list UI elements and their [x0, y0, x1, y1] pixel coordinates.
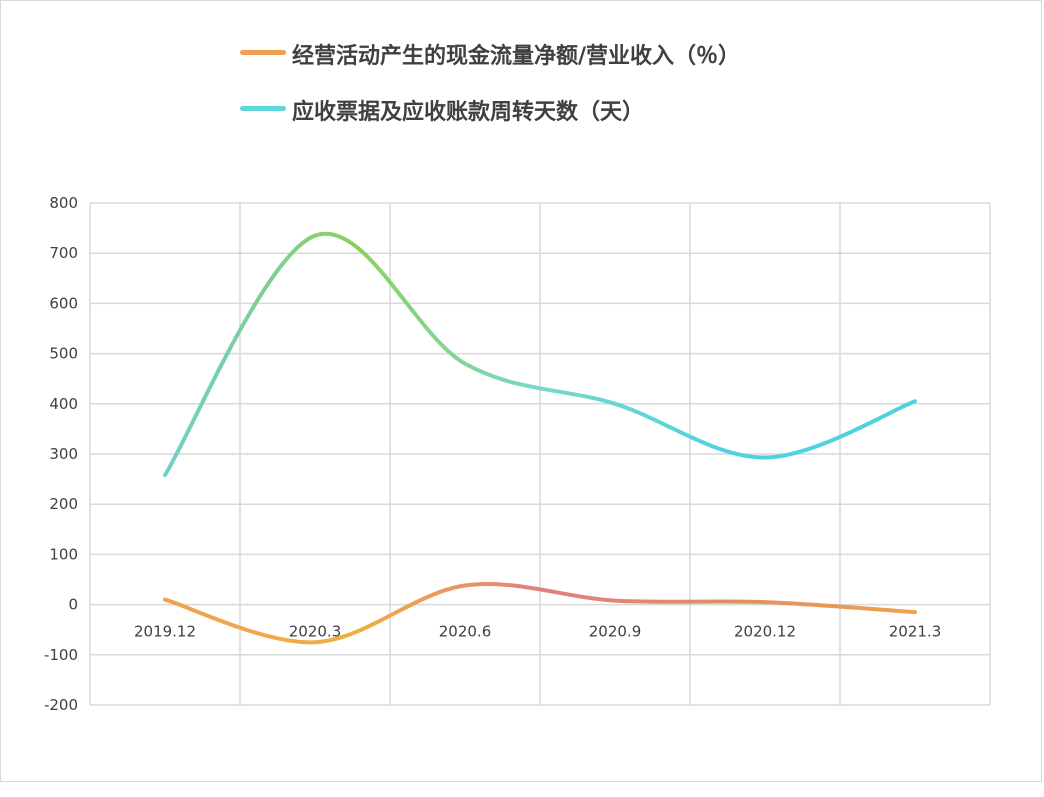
y-tick-label-1: 700: [49, 244, 78, 262]
x-tick-label-5: 2021.3: [889, 623, 942, 641]
legend-label-receivable-days: 应收票据及应收账款周转天数（天）: [292, 100, 645, 125]
y-tick-label-7: 100: [49, 545, 78, 563]
y-tick-label-6: 200: [49, 495, 78, 513]
x-tick-label-2: 2020.6: [439, 623, 492, 641]
y-tick-label-5: 300: [49, 445, 78, 463]
series-line-1: [163, 231, 917, 478]
x-axis-ticks: 2019.12 2020.3 2020.6 2020.9 2020.12 2021.3: [134, 623, 941, 641]
y-tick-label-4: 400: [49, 395, 78, 413]
x-tick-label-4: 2020.12: [734, 623, 796, 641]
y-tick-label-10: -200: [44, 696, 78, 714]
x-tick-label-1: 2020.3: [289, 623, 342, 641]
series-line-0: [163, 582, 917, 645]
legend-swatch-receivable-days: [240, 106, 286, 111]
grid: [89, 202, 991, 706]
legend-swatch-cashflow-ratio: [240, 50, 286, 55]
legend-label-cashflow-ratio: 经营活动产生的现金流量净额/营业收入（％）: [292, 44, 741, 69]
series-layer: [163, 231, 917, 645]
y-tick-label-8: 0: [68, 596, 78, 614]
y-tick-label-9: -100: [44, 646, 78, 664]
x-tick-label-3: 2020.9: [589, 623, 642, 641]
y-axis-ticks: 800 700 600 500 400 300 200 100 0 -100 -200: [44, 194, 78, 714]
chart-frame: [0, 0, 1042, 782]
y-tick-label-2: 600: [49, 294, 78, 312]
y-tick-label-3: 500: [49, 345, 78, 363]
y-tick-label-0: 800: [49, 194, 78, 212]
x-tick-label-0: 2019.12: [134, 623, 196, 641]
